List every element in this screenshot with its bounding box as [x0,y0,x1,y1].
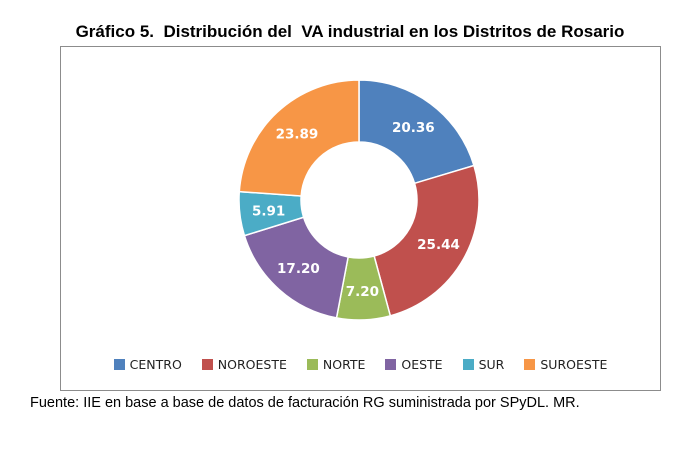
legend-swatch [385,359,397,370]
legend-swatch [306,359,318,370]
legend-label: CENTRO [129,357,182,372]
slice-noroeste [373,164,480,317]
legend-item-noroeste: NOROESTE [201,357,287,372]
slice-suroeste [238,79,360,197]
legend-label: SUR [478,357,505,372]
slice-label-oeste: 17.20 [277,261,320,277]
slice-label-noroeste: 25.44 [417,237,460,253]
legend-swatch [201,359,213,370]
slice-oeste [243,216,350,319]
legend-label: NORTE [322,357,366,372]
slice-label-sur: 5.91 [252,204,285,220]
legend-swatch [113,359,125,370]
legend-swatch [524,359,536,370]
slice-centro [358,79,475,185]
legend-label: NOROESTE [217,357,287,372]
slice-label-centro: 20.36 [392,120,435,136]
slice-label-norte: 7.20 [346,284,379,300]
legend-item-oeste: OESTE [385,357,443,372]
legend-item-centro: CENTRO [113,357,182,372]
legend-label: SUROESTE [540,357,608,372]
chart-title: Gráfico 5. Distribución del VA industria… [75,22,625,41]
legend-item-sur: SUR [462,357,505,372]
legend-item-suroeste: SUROESTE [524,357,607,372]
legend-label: OESTE [401,357,443,372]
legend: CENTRO NOROESTE NORTE OESTE SUR SUROESTE [60,357,661,372]
legend-item-norte: NORTE [306,357,366,372]
legend-swatch [462,359,474,370]
slice-label-suroeste: 23.89 [276,126,319,142]
source-note: Fuente: IIE en base a base de datos de f… [30,395,580,411]
